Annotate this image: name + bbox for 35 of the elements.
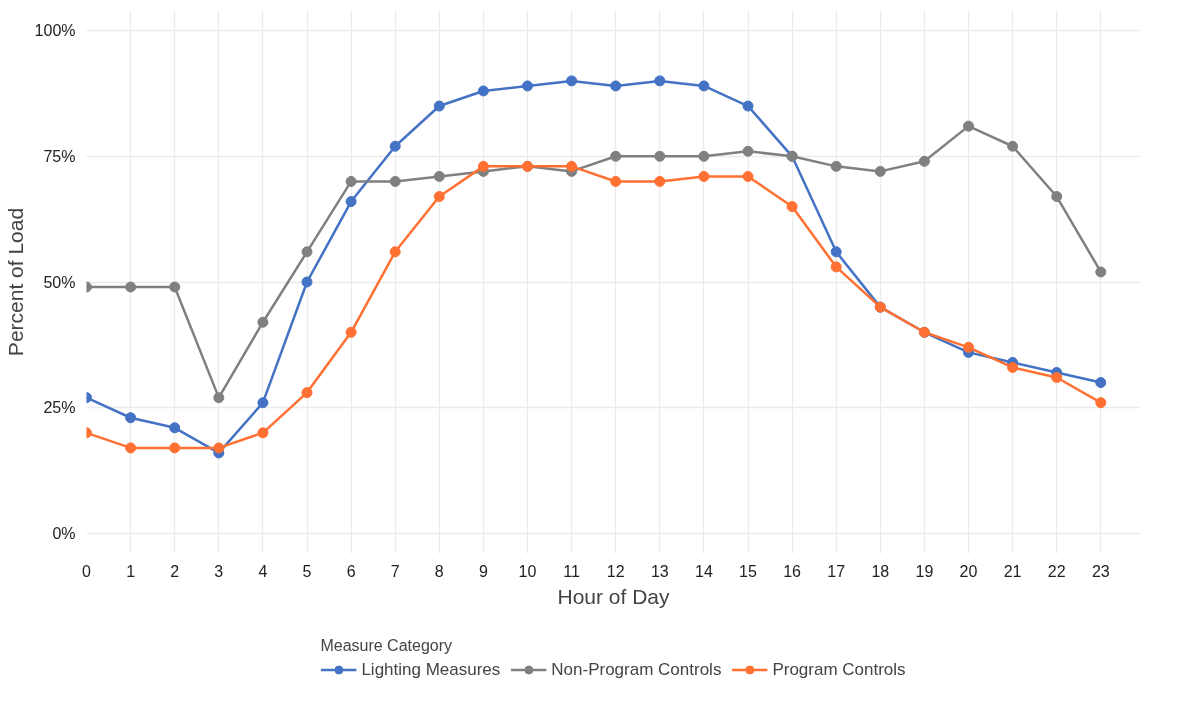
x-tick-label: 20 xyxy=(959,562,978,580)
x-tick-label: 14 xyxy=(695,562,713,580)
legend-title: Measure Category xyxy=(320,636,453,654)
x-tick-label: 3 xyxy=(214,562,224,580)
legend-label: Non-Program Controls xyxy=(551,659,722,679)
y-axis-title: Percent of Load xyxy=(3,207,27,357)
x-tick-label: 4 xyxy=(258,562,268,580)
x-axis-title: Hour of Day xyxy=(557,584,671,608)
y-tick-label: 0% xyxy=(52,524,76,542)
x-tick-label: 17 xyxy=(827,562,846,580)
x-tick-label: 15 xyxy=(739,562,758,580)
legend-label: Lighting Measures xyxy=(361,659,501,679)
x-tick-label: 10 xyxy=(518,562,537,580)
y-tick-label: 25% xyxy=(43,399,76,417)
y-tick-label: 50% xyxy=(43,273,76,291)
x-tick-label: 1 xyxy=(126,562,136,580)
x-tick-label: 2 xyxy=(170,562,180,580)
x-tick-label: 9 xyxy=(478,562,488,580)
x-tick-label: 13 xyxy=(650,562,669,580)
x-tick-label: 12 xyxy=(606,562,625,580)
x-tick-label: 5 xyxy=(302,562,312,580)
x-tick-label: 21 xyxy=(1003,562,1022,580)
x-tick-label: 19 xyxy=(915,562,934,580)
x-tick-label: 8 xyxy=(434,562,444,580)
x-tick-label: 7 xyxy=(390,562,400,580)
legend-label: Program Controls xyxy=(772,659,906,679)
x-tick-label: 0 xyxy=(82,562,92,580)
y-tick-label: 100% xyxy=(34,22,76,40)
x-tick-label: 6 xyxy=(346,562,356,580)
x-tick-label: 18 xyxy=(871,562,890,580)
x-tick-label: 23 xyxy=(1091,562,1110,580)
x-tick-label: 16 xyxy=(783,562,802,580)
y-tick-label: 75% xyxy=(43,147,76,165)
x-tick-label: 11 xyxy=(563,562,581,580)
x-tick-label: 22 xyxy=(1047,562,1066,580)
